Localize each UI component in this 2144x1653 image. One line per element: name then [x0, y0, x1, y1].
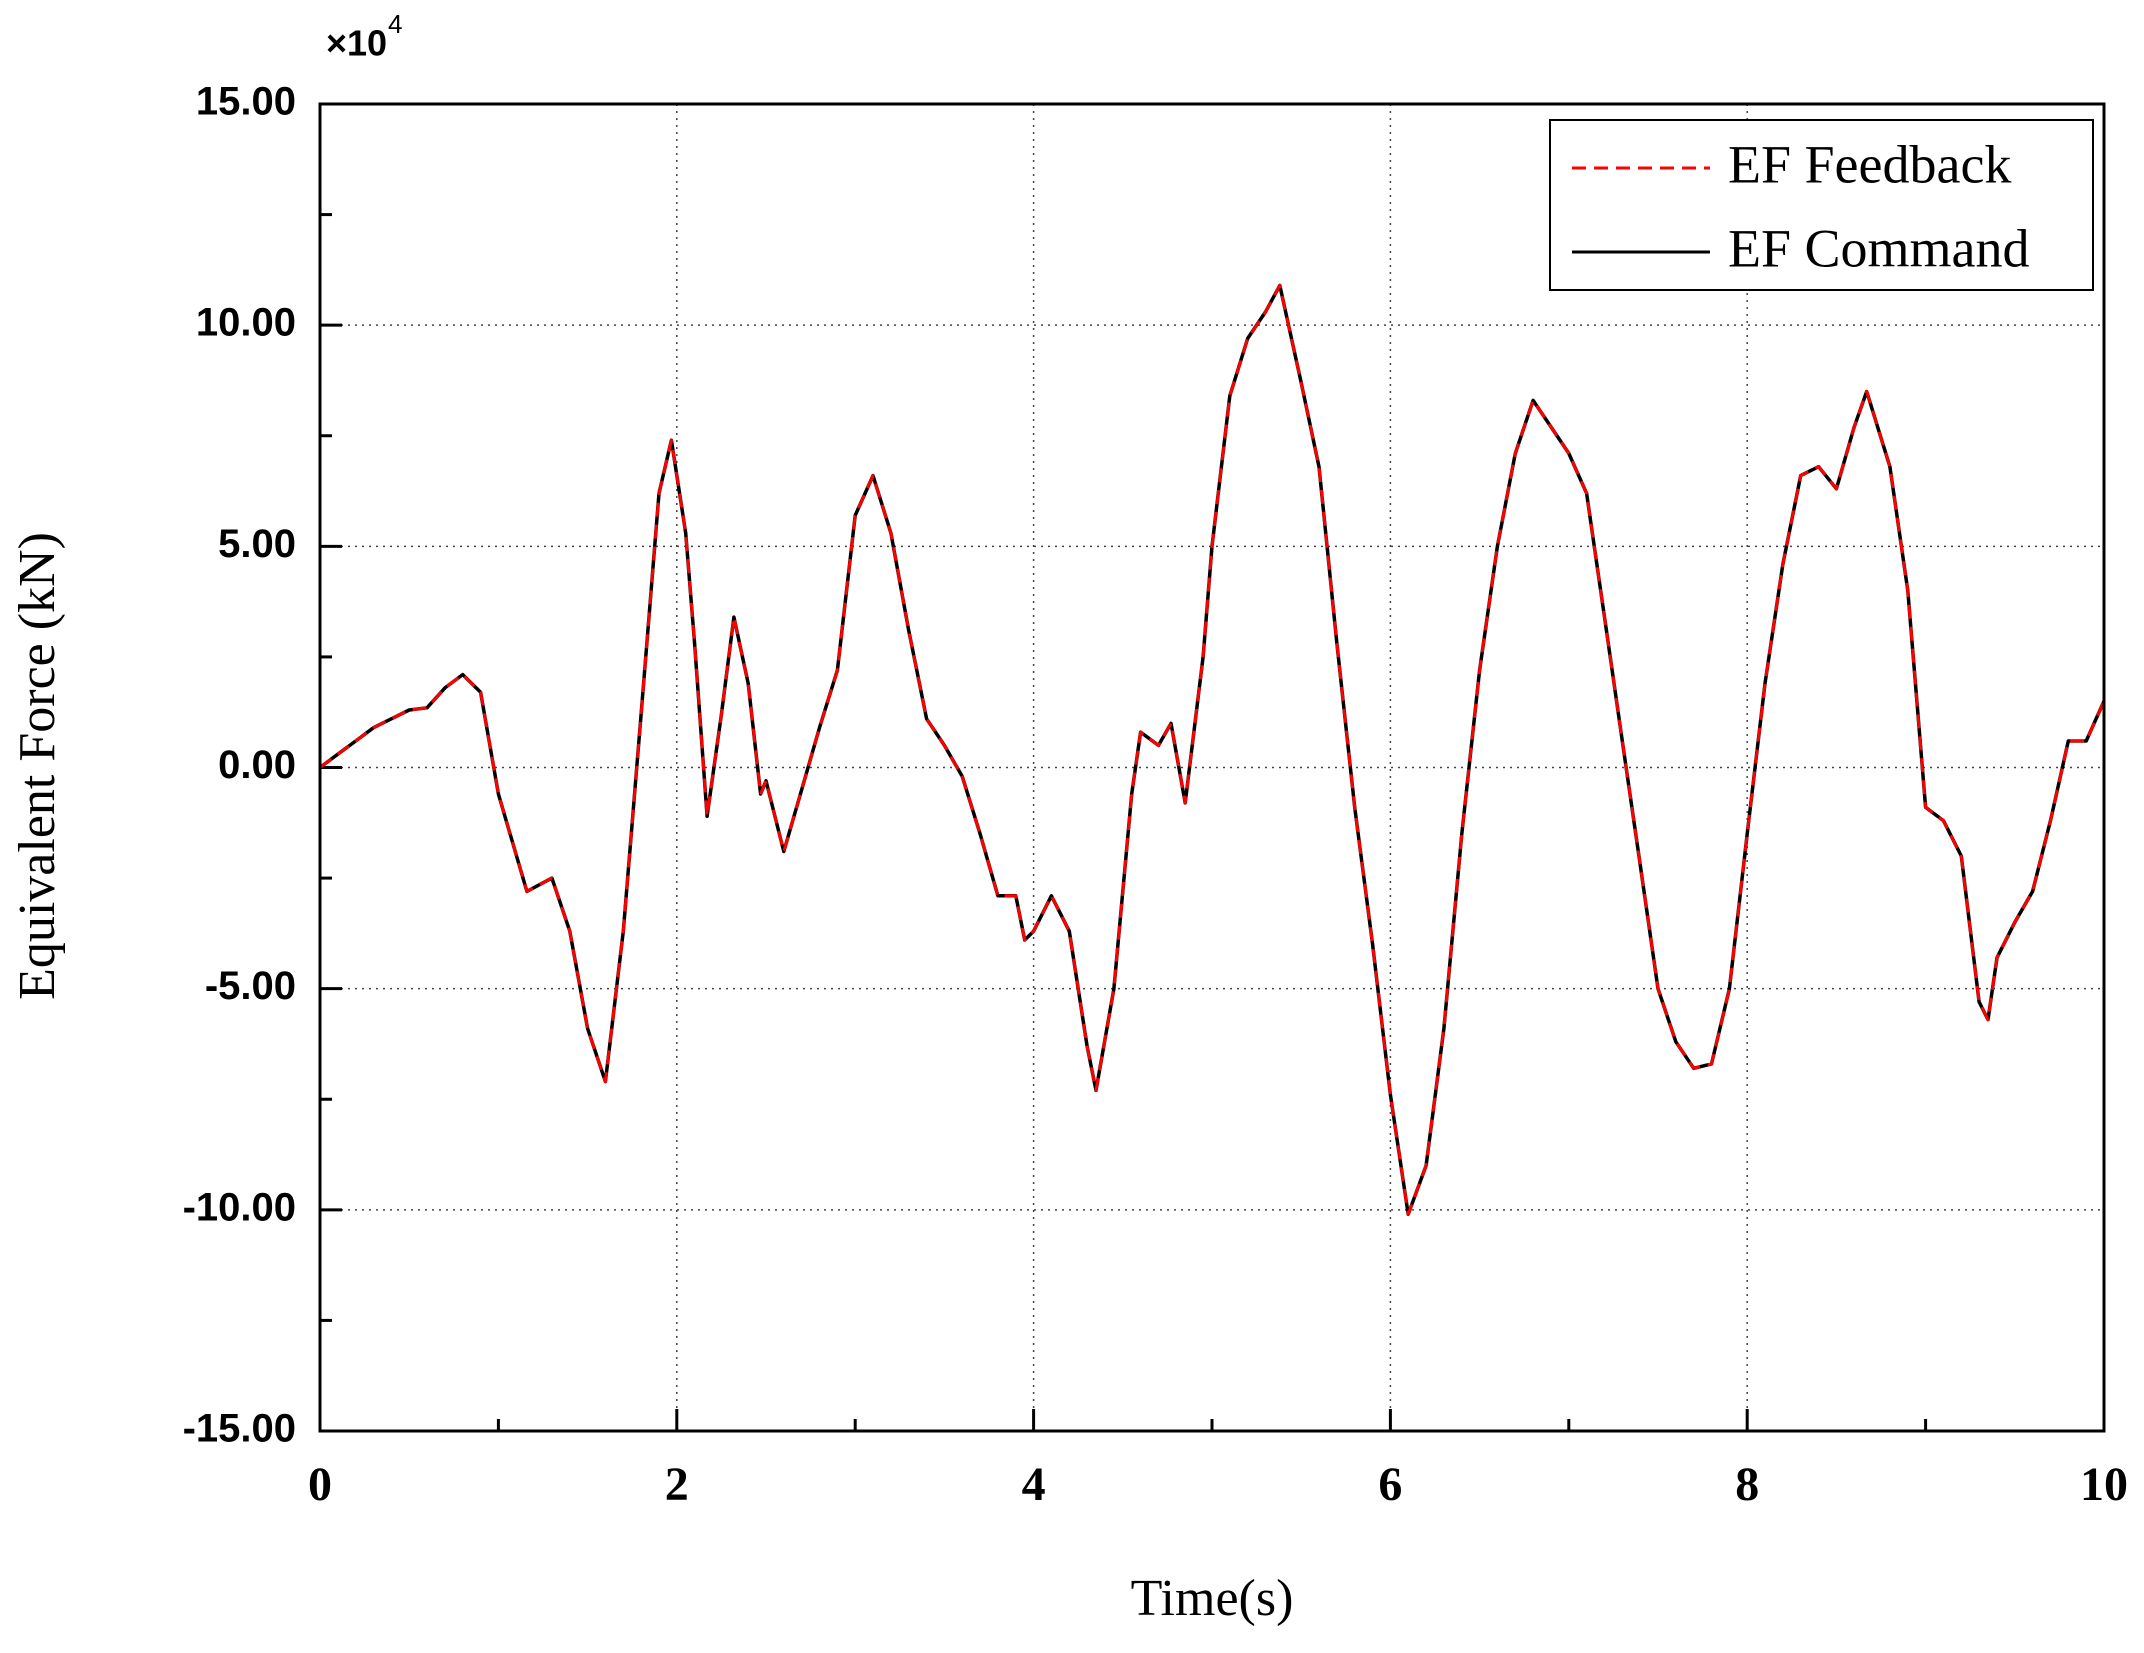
y-tick-label: 10.00: [196, 301, 296, 345]
y-tick-label: 0.00: [218, 743, 296, 787]
y-scale-exponent: 4: [388, 9, 402, 39]
x-axis-label: Time(s): [1131, 1570, 1294, 1627]
x-tick-label: 0: [308, 1458, 332, 1511]
legend-label: EF Command: [1728, 218, 2030, 278]
y-tick-label: 5.00: [218, 522, 296, 566]
x-tick-label: 8: [1735, 1458, 1759, 1511]
series-line: [319, 283, 2106, 1216]
y-tick-label: -5.00: [205, 964, 296, 1008]
y-tick-label: -10.00: [183, 1185, 296, 1229]
y-tick-label: 15.00: [196, 80, 296, 124]
y-axis-label: Equivalent Force (kN): [9, 532, 66, 1000]
x-tick-label: 10: [2080, 1458, 2128, 1511]
y-tick-label: -15.00: [183, 1407, 296, 1451]
x-tick-label: 2: [665, 1458, 689, 1511]
legend-box: [1549, 119, 2094, 291]
legend-label: EF Feedback: [1728, 134, 2011, 194]
series-line: [318, 283, 2106, 1217]
x-tick-label: 6: [1378, 1458, 1402, 1511]
plot-frame: [318, 102, 2106, 1433]
y-scale-base: ×10: [326, 23, 387, 64]
x-tick-label: 4: [1022, 1458, 1046, 1511]
